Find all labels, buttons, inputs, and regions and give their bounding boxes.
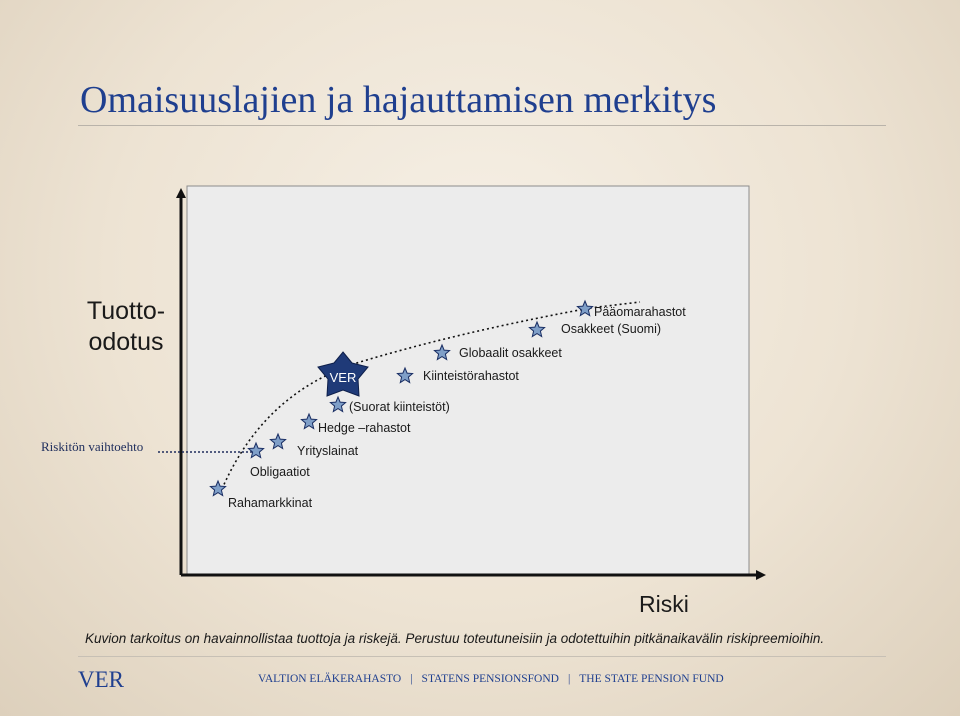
ver-badge: VER <box>317 351 369 397</box>
footer-divider <box>78 656 886 657</box>
footer-organisation: VALTION ELÄKERAHASTO | STATENS PENSIONSFON… <box>258 673 724 685</box>
y-axis-label-line-1: Tuotto- <box>86 297 166 325</box>
title-divider <box>78 125 886 126</box>
asset-markers <box>209 299 594 497</box>
label-rahamarkkinat: Rahamarkkinat <box>228 496 313 510</box>
label-kiinteistorahastot: Kiinteistörahastot <box>423 369 519 383</box>
label-paaomarahastot: Pääomarahastot <box>594 305 686 319</box>
star-icon-globaalit-osakkeet <box>433 343 451 361</box>
star-icon-kiinteistorahastot <box>396 366 414 384</box>
label-hedge: Hedge –rahastot <box>318 421 411 435</box>
star-icon-rahamarkkinat <box>209 479 227 497</box>
star-icon-paaomarahastot <box>576 299 594 317</box>
ver-logo: VER <box>78 667 124 692</box>
footer-org-sv: STATENS PENSIONSFOND <box>421 673 559 685</box>
star-icon-yrityslainat <box>269 432 287 450</box>
star-icon-hedge <box>300 412 318 430</box>
label-globaalit-osakkeet: Globaalit osakkeet <box>459 346 562 360</box>
x-axis-label: Riski <box>639 591 689 617</box>
footer-org-fi: VALTION ELÄKERAHASTO <box>258 673 402 685</box>
y-axis-label: Tuotto- odotus <box>76 296 176 358</box>
star-icon-suorat-kiinteistot <box>329 395 347 413</box>
caption: Kuvion tarkoitus on havainnollistaa tuot… <box>85 631 825 646</box>
page-title: Omaisuuslajien ja hajauttamisen merkitys <box>80 79 717 121</box>
ver-badge-star-icon <box>317 351 369 397</box>
risk-free-label: Riskitön vaihtoehto <box>41 439 144 454</box>
label-yrityslainat: Yrityslainat <box>297 444 359 458</box>
footer-separator: | <box>567 673 571 685</box>
label-suorat-kiinteistot: (Suorat kiinteistöt) <box>349 400 450 414</box>
y-axis-label-line-2: odotus <box>88 328 164 356</box>
ver-badge-label: VER <box>330 370 357 385</box>
plot-panel <box>186 185 750 577</box>
star-icon-obligaatiot <box>247 441 265 459</box>
footer-separator: | <box>410 673 413 685</box>
label-osakkeet-suomi: Osakkeet (Suomi) <box>561 322 661 336</box>
star-icon-osakkeet-suomi <box>528 320 546 338</box>
label-obligaatiot: Obligaatiot <box>250 465 310 479</box>
footer-org-en: THE STATE PENSION FUND <box>579 673 724 685</box>
